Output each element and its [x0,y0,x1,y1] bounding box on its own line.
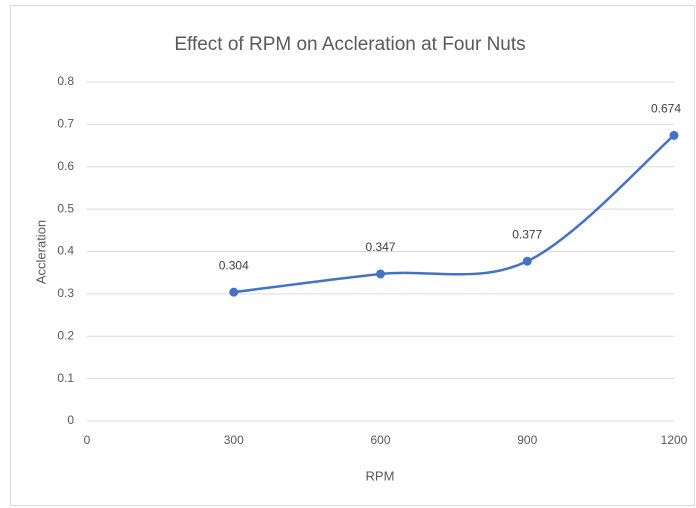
y-tick-label: 0.5 [57,201,74,215]
y-tick-label: 0.6 [57,159,74,173]
x-tick-label: 300 [224,433,244,447]
line-series [233,134,675,294]
data-label: 0.304 [219,258,249,272]
y-tick-label: 0.3 [57,286,74,300]
x-axis-title: RPM [366,468,395,483]
y-tick-label: 0.4 [57,244,74,258]
x-tick-label: 0 [84,433,91,447]
data-point [669,130,679,140]
y-tick-label: 0.2 [57,328,74,342]
data-point [522,256,532,266]
data-label: 0.377 [512,227,542,241]
chart-title: Effect of RPM on Accleration at Four Nut… [174,34,525,55]
y-tick-label: 0.7 [57,117,74,131]
data-label: 0.347 [365,240,395,254]
x-tick-label: 1200 [661,433,688,447]
y-axis-title: Accleration [33,220,48,284]
x-tick-label: 600 [370,433,390,447]
y-tick-label: 0.1 [57,371,74,385]
y-tick-label: 0 [67,413,74,427]
data-point [229,287,239,297]
data-label: 0.674 [651,102,681,116]
x-tick-label: 900 [517,433,537,447]
data-point [376,269,385,279]
y-tick-label: 0.8 [57,74,74,88]
chart-border [10,5,695,506]
